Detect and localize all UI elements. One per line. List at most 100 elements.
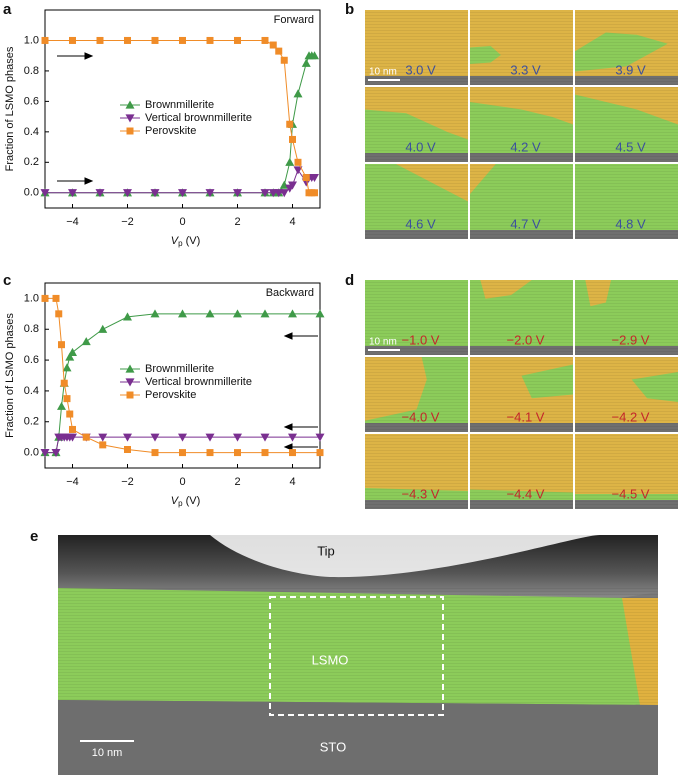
marker [302,174,310,182]
legend-marker [125,364,135,373]
voltage-label: 4.7 V [510,216,541,231]
y-tick-label: 0.2 [24,416,39,428]
marker [66,410,74,418]
marker [41,36,49,44]
layer-label: LSMO [312,652,349,667]
y-tick-label: 1.0 [24,34,39,46]
marker [179,36,186,44]
panel-label: c [3,272,11,289]
marker [150,433,160,442]
marker [68,189,77,198]
x-label-symbol: V [171,235,180,247]
lattice-texture [470,10,573,85]
x-tick-label: −4 [66,216,79,228]
marker [60,379,68,387]
lattice-texture [575,357,678,432]
voltage-label: −4.5 V [612,486,650,501]
lattice-texture [470,357,573,432]
scale-bar-label: 10 nm [369,337,397,348]
marker [150,189,160,198]
marker [275,47,283,55]
lattice-texture [365,357,468,432]
marker [40,448,50,458]
y-tick-label: 0.6 [24,95,39,107]
marker [233,189,242,198]
lattice-texture [365,434,468,509]
x-label-symbol: V [171,495,180,507]
y-tick-label: 0.0 [24,446,39,458]
lattice-texture [470,164,573,239]
marker [63,395,71,403]
legend-label: Perovskite [145,125,196,137]
series-line [45,313,320,454]
marker [206,36,214,44]
marker [54,433,64,442]
marker [124,446,131,453]
marker [178,189,187,198]
marker [62,363,72,372]
legend-label: Brownmillerite [145,363,214,375]
marker [179,449,186,457]
marker [65,352,75,361]
x-tick-label: 0 [179,476,185,488]
marker [51,448,61,458]
x-label-subscript: p [178,239,183,248]
voltage-label: −4.1 V [507,409,545,424]
marker [205,433,215,442]
lattice-texture [470,87,573,162]
marker [206,449,214,457]
marker [99,441,107,449]
marker [124,36,131,44]
marker [123,312,132,321]
marker [315,433,325,442]
series-line [45,297,320,454]
x-label-unit: (V) [186,495,201,507]
y-tick-label: 1.0 [24,292,39,304]
voltage-label: −4.3 V [402,486,440,501]
scale-bar-label: 10 nm [369,67,397,78]
marker [310,173,319,183]
x-tick-label: −2 [121,216,134,228]
marker [82,433,90,441]
legend-label: Vertical brownmillerite [145,376,252,388]
x-tick-label: 4 [289,216,295,228]
marker [40,189,50,198]
x-axis-label: Vp (V) [171,235,200,248]
marker [151,36,159,44]
x-label-subscript: p [178,499,183,508]
lattice-texture [575,164,678,239]
marker [234,449,241,457]
voltage-label: 3.0 V [405,62,436,77]
scale-bar-label: 10 nm [92,747,123,759]
marker [205,309,215,318]
marker [261,449,269,457]
marker [41,294,49,302]
marker [261,36,269,44]
voltage-label: 4.2 V [510,139,541,154]
y-tick-label: 0.0 [24,187,39,199]
marker [205,189,215,198]
marker [260,309,270,318]
marker [58,341,65,349]
voltage-label: 3.9 V [615,62,646,77]
legend-label: Brownmillerite [145,99,214,111]
x-label-unit: (V) [186,235,201,247]
legend-marker [125,100,135,109]
x-tick-label: 2 [234,216,240,228]
panel-label: a [3,1,12,18]
marker [178,433,187,442]
marker [57,401,66,410]
marker [234,36,241,44]
y-tick-label: 0.2 [24,156,39,168]
voltage-label: −1.0 V [402,332,440,347]
marker [98,433,108,442]
y-axis-label: Fraction of LSMO phases [4,313,16,438]
marker [279,189,289,198]
y-tick-label: 0.8 [24,323,39,335]
marker [289,135,296,143]
marker [69,425,76,433]
marker [178,309,187,318]
marker [123,189,132,198]
x-tick-label: 4 [289,476,295,488]
